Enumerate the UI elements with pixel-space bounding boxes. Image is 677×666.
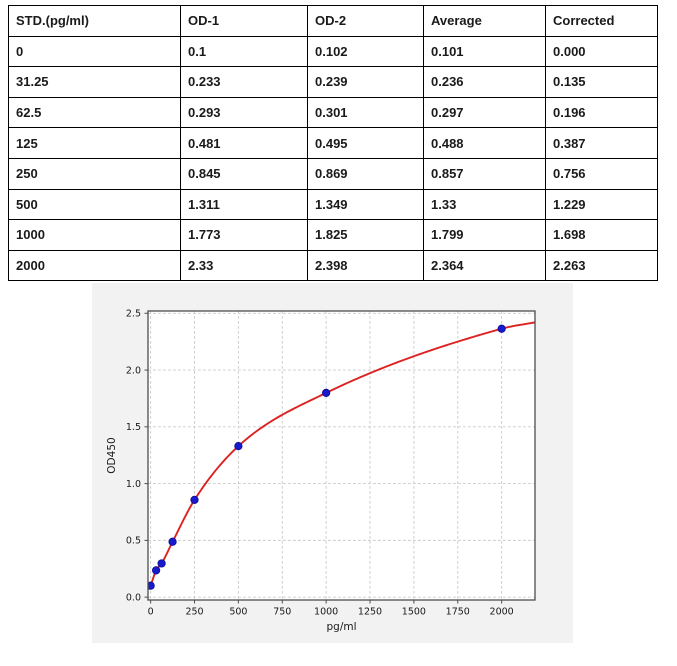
y-tick-label: 1.5 [126,422,141,433]
standards-table: STD.(pg/ml) OD-1 OD-2 Average Corrected 0 0.1… [8,5,658,282]
x-tick-label: 1000 [314,607,338,618]
table-cell: 0.000 [545,35,658,68]
column-header: OD-2 [307,5,424,37]
table-row: 0 0.1 0.102 0.101 0.000 [8,35,658,68]
table-cell: 0.135 [545,66,658,98]
table-cell: 2000 [8,249,181,282]
data-point [148,581,155,590]
y-tick-label: 0.0 [126,592,141,603]
table-row: 500 1.311 1.349 1.33 1.229 [8,188,658,221]
data-point [497,324,506,333]
table-row: 2000 2.33 2.398 2.364 2.263 [8,249,658,282]
y-tick-label: 2.5 [126,309,141,320]
table-cell: 0.495 [307,127,424,159]
y-tick-label: 1.0 [126,479,141,490]
column-header: Corrected [545,5,658,37]
table-cell: 0.387 [545,127,658,159]
table-row: 250 0.845 0.869 0.857 0.756 [8,157,658,190]
table-cell: 2.263 [545,249,658,282]
table-cell: 1.33 [423,188,546,221]
standard-curve-plot: 0 250 500 750 1000 1250 1500 1750 2000 0.0 0.5 1.0 1… [92,283,573,643]
table-row: 31.25 0.233 0.239 0.236 0.135 [8,66,658,98]
table-row: 1000 1.773 1.825 1.799 1.698 [8,219,658,251]
table-cell: 0.869 [307,157,424,190]
x-tick-label: 500 [229,607,247,618]
header-row: STD.(pg/ml) OD-1 OD-2 Average Corrected [8,5,658,37]
x-tick-label: 0 [148,607,154,618]
table-cell: 2.398 [307,249,424,282]
plot-frame [147,310,536,601]
x-tick-label: 750 [273,607,291,618]
table-cell: 0.857 [423,157,546,190]
plot-background [148,311,535,600]
data-point [152,566,161,575]
table-cell: 250 [8,157,181,190]
table-cell: 0.293 [180,96,308,129]
table-cell: 0.845 [180,157,308,190]
data-point [234,442,243,451]
table-cell: 0.301 [307,96,424,129]
x-tick-label: 1250 [358,607,382,618]
table-cell: 1.311 [180,188,308,221]
data-point [190,495,199,504]
table-cell: 1.799 [423,219,546,251]
table-cell: 1.773 [180,219,308,251]
table-cell: 0.102 [307,35,424,68]
standard-curve-figure: 0 250 500 750 1000 1250 1500 1750 2000 0.0 0.5 1.0 1… [92,283,573,643]
table-cell: 2.33 [180,249,308,282]
column-header: STD.(pg/ml) [8,5,181,37]
standards-table-body: 0 0.1 0.102 0.101 0.000 31.25 0.233 0.239 0.236 0… [8,35,658,282]
table-row: 62.5 0.293 0.301 0.297 0.196 [8,96,658,129]
table-cell: 0.488 [423,127,546,159]
table-cell: 2.364 [423,249,546,282]
fit-curve-line [149,321,535,586]
y-axis-label: OD450 [106,437,118,473]
x-axis-label: pg/ml [326,621,356,633]
table-cell: 0.239 [307,66,424,98]
table-cell: 0.236 [423,66,546,98]
table-cell: 0 [8,35,181,68]
table-cell: 1000 [8,219,181,251]
table-cell: 0.101 [423,35,546,68]
table-cell: 62.5 [8,96,181,129]
data-point [168,537,177,546]
column-header: Average [423,5,546,37]
table-cell: 1.698 [545,219,658,251]
x-tick-label: 250 [185,607,203,618]
table-cell: 0.196 [545,96,658,129]
y-tick-label: 2.0 [126,365,141,376]
table-cell: 0.297 [423,96,546,129]
table-cell: 1.229 [545,188,658,221]
table-cell: 1.825 [307,219,424,251]
table-cell: 125 [8,127,181,159]
table-cell: 31.25 [8,66,181,98]
x-tick-label: 2000 [490,607,514,618]
standards-table-header: STD.(pg/ml) OD-1 OD-2 Average Corrected [8,5,658,37]
x-tick-label: 1500 [402,607,426,618]
data-point [322,388,331,397]
column-header: OD-1 [180,5,308,37]
y-tick-label: 0.5 [126,536,141,547]
table-cell: 1.349 [307,188,424,221]
table-cell: 0.233 [180,66,308,98]
table-cell: 0.756 [545,157,658,190]
data-point [157,559,166,568]
table-row: 125 0.481 0.495 0.488 0.387 [8,127,658,159]
table-cell: 500 [8,188,181,221]
x-tick-label: 1750 [446,607,470,618]
table-cell: 0.481 [180,127,308,159]
table-cell: 0.1 [180,35,308,68]
